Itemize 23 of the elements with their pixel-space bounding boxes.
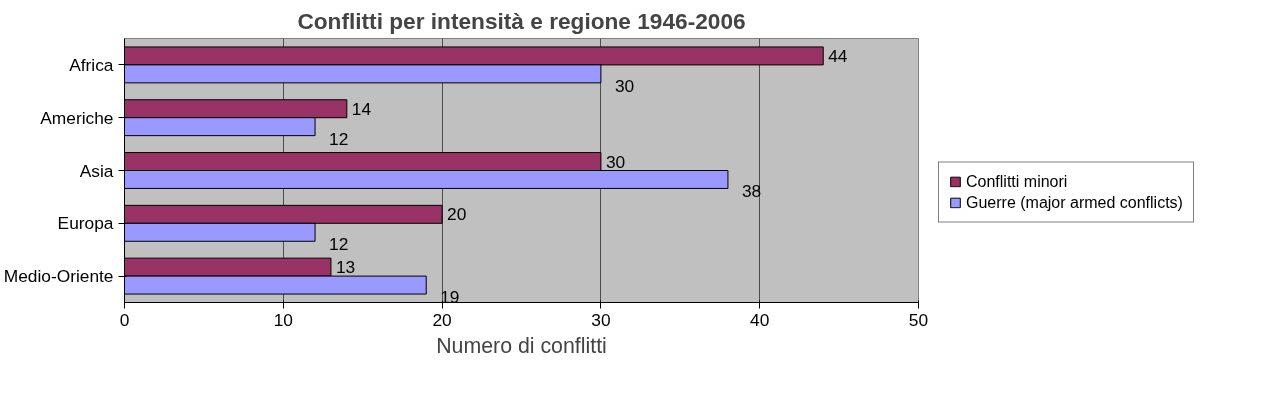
data-label: 14 <box>351 98 372 119</box>
chart-title: Conflitti per intensità e regione 1946-2006 <box>297 7 746 34</box>
y-tick-label: Asia <box>79 160 114 181</box>
data-label: 20 <box>447 204 467 225</box>
legend-label: Guerre (major armed conflicts) <box>966 193 1183 212</box>
data-label: 30 <box>614 75 635 96</box>
data-label: 30 <box>605 151 626 172</box>
y-tick-label: Americhe <box>40 107 114 128</box>
y-tick-label: Africa <box>69 54 114 75</box>
data-label: 44 <box>828 45 848 66</box>
x-axis-title: Numero di conflitti <box>436 333 607 358</box>
legend-label: Conflitti minori <box>966 172 1068 191</box>
data-label: 13 <box>335 257 356 278</box>
y-tick-label: Medio-Oriente <box>3 266 114 287</box>
x-tick-label: 10 <box>273 309 293 330</box>
x-tick-label: 30 <box>591 309 611 330</box>
data-label: 12 <box>329 234 349 255</box>
data-label: 12 <box>329 128 349 149</box>
x-tick-label: 40 <box>750 309 770 330</box>
x-tick-label: 50 <box>908 309 929 330</box>
x-tick-label: 20 <box>432 309 452 330</box>
x-tick-label: 0 <box>119 309 130 330</box>
y-tick-label: Europa <box>57 213 114 234</box>
